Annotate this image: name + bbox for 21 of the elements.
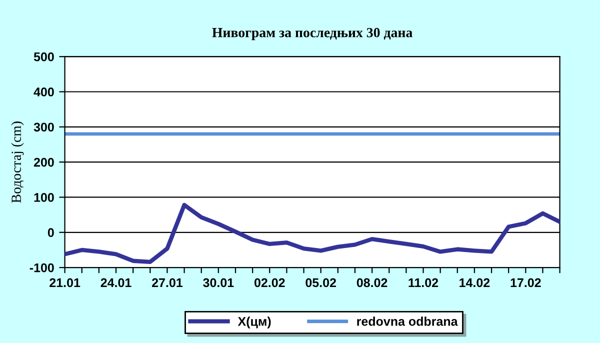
x-tick-label: 11.02 — [408, 278, 438, 288]
chart-title: Нивограм за последњих 30 дана — [212, 28, 412, 40]
y-tick-label: 100 — [34, 193, 54, 202]
x-tick-label: 02.02 — [254, 278, 285, 288]
x-tick-label: 21.01 — [50, 278, 80, 288]
x-tick-label: 24.01 — [100, 278, 132, 288]
y-tick-label: -100 — [30, 263, 54, 272]
y-tick-label: 500 — [34, 52, 54, 62]
x-tick-label: 30.01 — [203, 278, 234, 288]
y-tick-label: 0 — [48, 228, 54, 238]
y-axis-title: Водостај (cm) — [11, 122, 24, 203]
legend-label: X(цм) — [238, 316, 271, 328]
x-tick-label: 14.02 — [460, 278, 490, 288]
legend-label: redovna odbrana — [357, 316, 458, 326]
y-tick-label: 300 — [34, 122, 54, 132]
x-tick-label: 27.01 — [152, 278, 183, 288]
y-tick-label: 200 — [34, 158, 54, 167]
y-tick-label: 400 — [34, 88, 54, 96]
x-tick-label: 17.02 — [510, 278, 541, 288]
x-tick-label: 05.02 — [306, 278, 336, 288]
x-tick-label: 08.02 — [356, 278, 388, 288]
